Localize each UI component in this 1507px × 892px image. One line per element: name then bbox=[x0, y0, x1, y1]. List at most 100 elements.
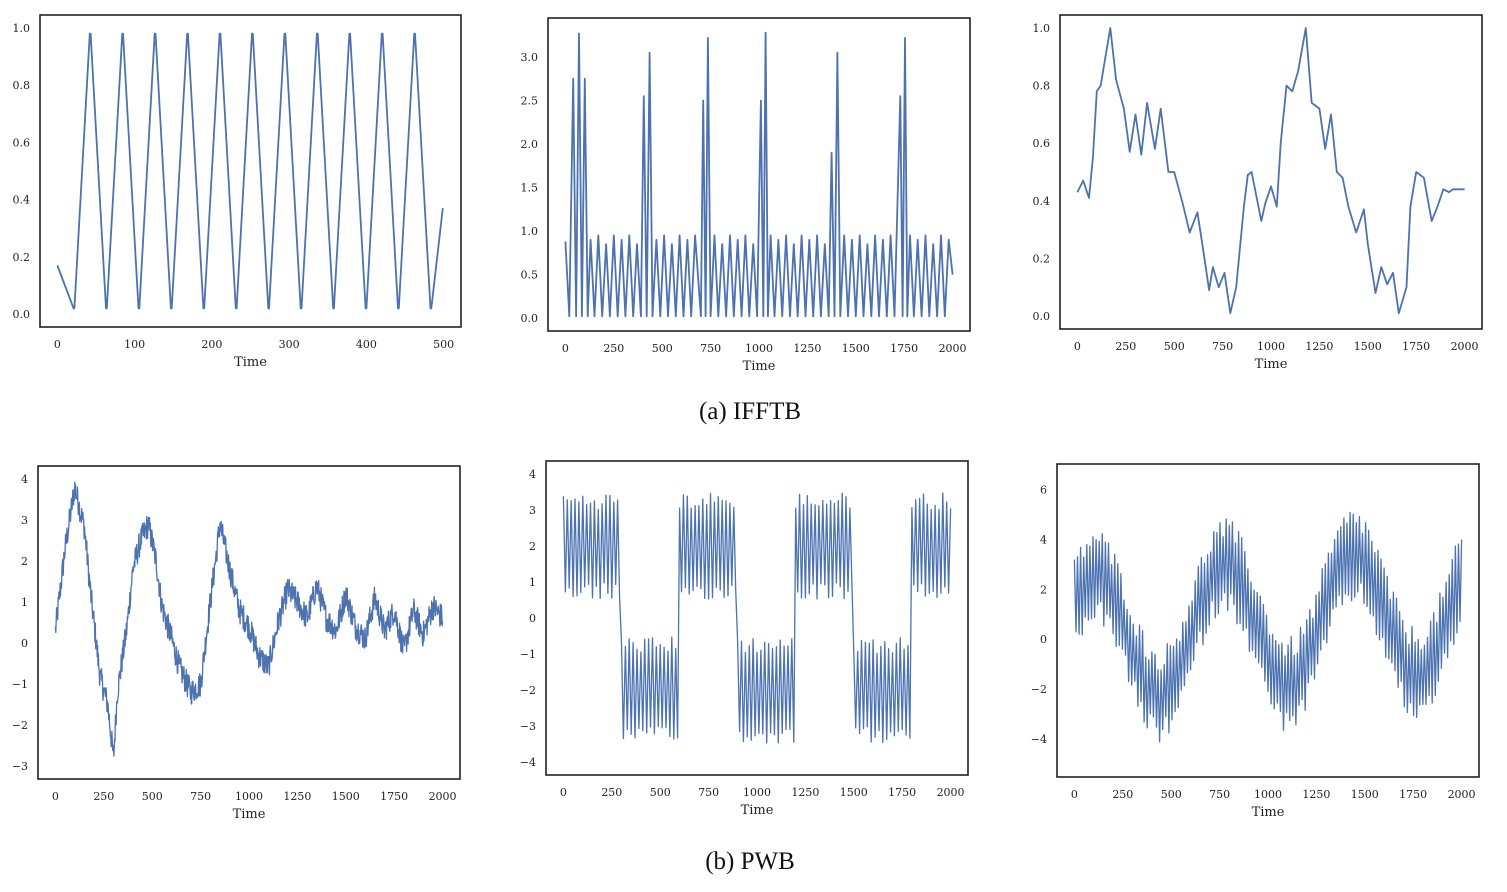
chart-panel-5: 0 250 500 750 1000 1250 1500 1750 2000 −4 −3 −2 −1 0 1… bbox=[520, 460, 969, 818]
x-tick-label: 250 bbox=[1115, 340, 1136, 353]
x-tick-label: 500 bbox=[433, 338, 454, 351]
x-tick-label: 0 bbox=[560, 786, 567, 799]
caption-pwb: (b) PWB bbox=[705, 848, 795, 875]
x-tick-label: 1250 bbox=[1302, 788, 1330, 801]
chart-panel-1: 0 100 200 300 400 500 0.0 0.2 0.4 0.6 0.8 1.0 Time bbox=[13, 14, 462, 370]
y-tick-label: 1.0 bbox=[13, 22, 31, 35]
y-tick-label: 0.6 bbox=[13, 136, 31, 149]
y-tick-label: −3 bbox=[520, 720, 536, 733]
series-line bbox=[56, 32, 444, 310]
x-tick-label: 300 bbox=[279, 338, 300, 351]
x-tick-label: 1000 bbox=[745, 342, 773, 355]
y-tick-label: −4 bbox=[520, 756, 536, 769]
x-tick-label: 500 bbox=[142, 790, 163, 803]
y-tick-label: 4 bbox=[21, 473, 28, 486]
x-tick-label: 1250 bbox=[791, 786, 819, 799]
x-axis-label: Time bbox=[234, 355, 267, 370]
x-tick-label: 750 bbox=[1209, 788, 1230, 801]
y-tick-label: 4 bbox=[1040, 533, 1047, 546]
x-tick-label: 0 bbox=[54, 338, 61, 351]
x-tick-label: 2000 bbox=[429, 790, 457, 803]
x-tick-label: 1750 bbox=[1399, 788, 1427, 801]
y-tick-label: 4 bbox=[529, 468, 536, 481]
y-tick-label: −4 bbox=[1031, 733, 1047, 746]
plot-frame bbox=[1056, 463, 1480, 778]
x-tick-label: 1500 bbox=[332, 790, 360, 803]
x-tick-label: 250 bbox=[603, 342, 624, 355]
plot-frame bbox=[37, 465, 461, 780]
y-tick-label: 3 bbox=[21, 514, 28, 527]
x-tick-label: 750 bbox=[698, 786, 719, 799]
y-tick-label: 0.5 bbox=[521, 269, 539, 282]
y-tick-label: −2 bbox=[12, 719, 28, 732]
x-tick-label: 500 bbox=[652, 342, 673, 355]
caption-ifftb: (a) IFFTB bbox=[698, 398, 802, 425]
chart-panel-6: 0 250 500 750 1000 1250 1500 1750 2000 −4 −2 0 2 4 6 Ti… bbox=[1031, 463, 1480, 820]
x-tick-label: 0 bbox=[1071, 788, 1078, 801]
x-tick-label: 1500 bbox=[1354, 340, 1382, 353]
y-tick-label: 1.5 bbox=[521, 182, 539, 195]
x-tick-label: 750 bbox=[700, 342, 721, 355]
y-tick-label: 0 bbox=[1040, 633, 1047, 646]
y-tick-label: 0 bbox=[21, 637, 28, 650]
x-tick-label: 1000 bbox=[1254, 788, 1282, 801]
plot-frame bbox=[39, 14, 462, 328]
series-line bbox=[562, 492, 952, 744]
x-axis-label: Time bbox=[1255, 357, 1288, 372]
x-tick-label: 1250 bbox=[283, 790, 311, 803]
x-axis-label: Time bbox=[1252, 805, 1285, 820]
y-tick-label: 2 bbox=[529, 540, 536, 553]
plot-frame bbox=[545, 460, 969, 776]
y-tick-label: 2.5 bbox=[521, 95, 539, 108]
x-tick-label: 750 bbox=[1212, 340, 1233, 353]
x-tick-label: 1500 bbox=[840, 786, 868, 799]
y-tick-label: 0.2 bbox=[13, 251, 31, 264]
x-tick-label: 750 bbox=[190, 790, 211, 803]
x-tick-label: 200 bbox=[201, 338, 222, 351]
y-tick-label: 1.0 bbox=[521, 225, 539, 238]
plot-frame bbox=[1059, 14, 1483, 330]
y-tick-label: 0.4 bbox=[1033, 195, 1051, 208]
y-tick-label: 1 bbox=[529, 576, 536, 589]
x-tick-label: 1250 bbox=[1305, 340, 1333, 353]
x-axis-label: Time bbox=[741, 803, 774, 818]
x-tick-label: 1250 bbox=[793, 342, 821, 355]
y-tick-label: −3 bbox=[12, 760, 28, 773]
x-tick-label: 1750 bbox=[1402, 340, 1430, 353]
y-tick-label: −2 bbox=[1031, 683, 1047, 696]
x-tick-label: 2000 bbox=[939, 342, 967, 355]
x-tick-label: 2000 bbox=[1451, 340, 1479, 353]
y-tick-label: 2.0 bbox=[521, 138, 539, 151]
x-tick-label: 1500 bbox=[842, 342, 870, 355]
x-tick-label: 1000 bbox=[235, 790, 263, 803]
x-tick-label: 500 bbox=[1164, 340, 1185, 353]
x-tick-label: 400 bbox=[356, 338, 377, 351]
x-tick-label: 2000 bbox=[1448, 788, 1476, 801]
y-tick-label: −1 bbox=[12, 678, 28, 691]
y-tick-label: 0 bbox=[529, 612, 536, 625]
x-tick-label: 0 bbox=[1074, 340, 1081, 353]
x-tick-label: 250 bbox=[93, 790, 114, 803]
y-tick-label: 2 bbox=[21, 555, 28, 568]
x-tick-label: 0 bbox=[562, 342, 569, 355]
x-axis-label: Time bbox=[743, 359, 776, 374]
series-line bbox=[1073, 511, 1463, 743]
plot-frame bbox=[547, 17, 971, 332]
x-tick-label: 500 bbox=[1161, 788, 1182, 801]
y-tick-label: 2 bbox=[1040, 583, 1047, 596]
y-tick-label: 6 bbox=[1040, 483, 1047, 496]
y-tick-label: 1 bbox=[21, 596, 28, 609]
y-tick-label: 1.0 bbox=[1033, 22, 1051, 35]
y-tick-label: −1 bbox=[520, 648, 536, 661]
x-tick-label: 500 bbox=[650, 786, 671, 799]
x-tick-label: 1750 bbox=[380, 790, 408, 803]
x-tick-label: 1000 bbox=[743, 786, 771, 799]
x-tick-label: 250 bbox=[601, 786, 622, 799]
x-axis-label: Time bbox=[233, 807, 266, 822]
series-line bbox=[54, 481, 444, 757]
y-tick-label: 3 bbox=[529, 504, 536, 517]
y-tick-label: 0.0 bbox=[13, 308, 31, 321]
chart-panel-4: 0 250 500 750 1000 1250 1500 1750 2000 −3 −2 −1 0 1 2 3… bbox=[12, 465, 461, 822]
x-tick-label: 1750 bbox=[890, 342, 918, 355]
